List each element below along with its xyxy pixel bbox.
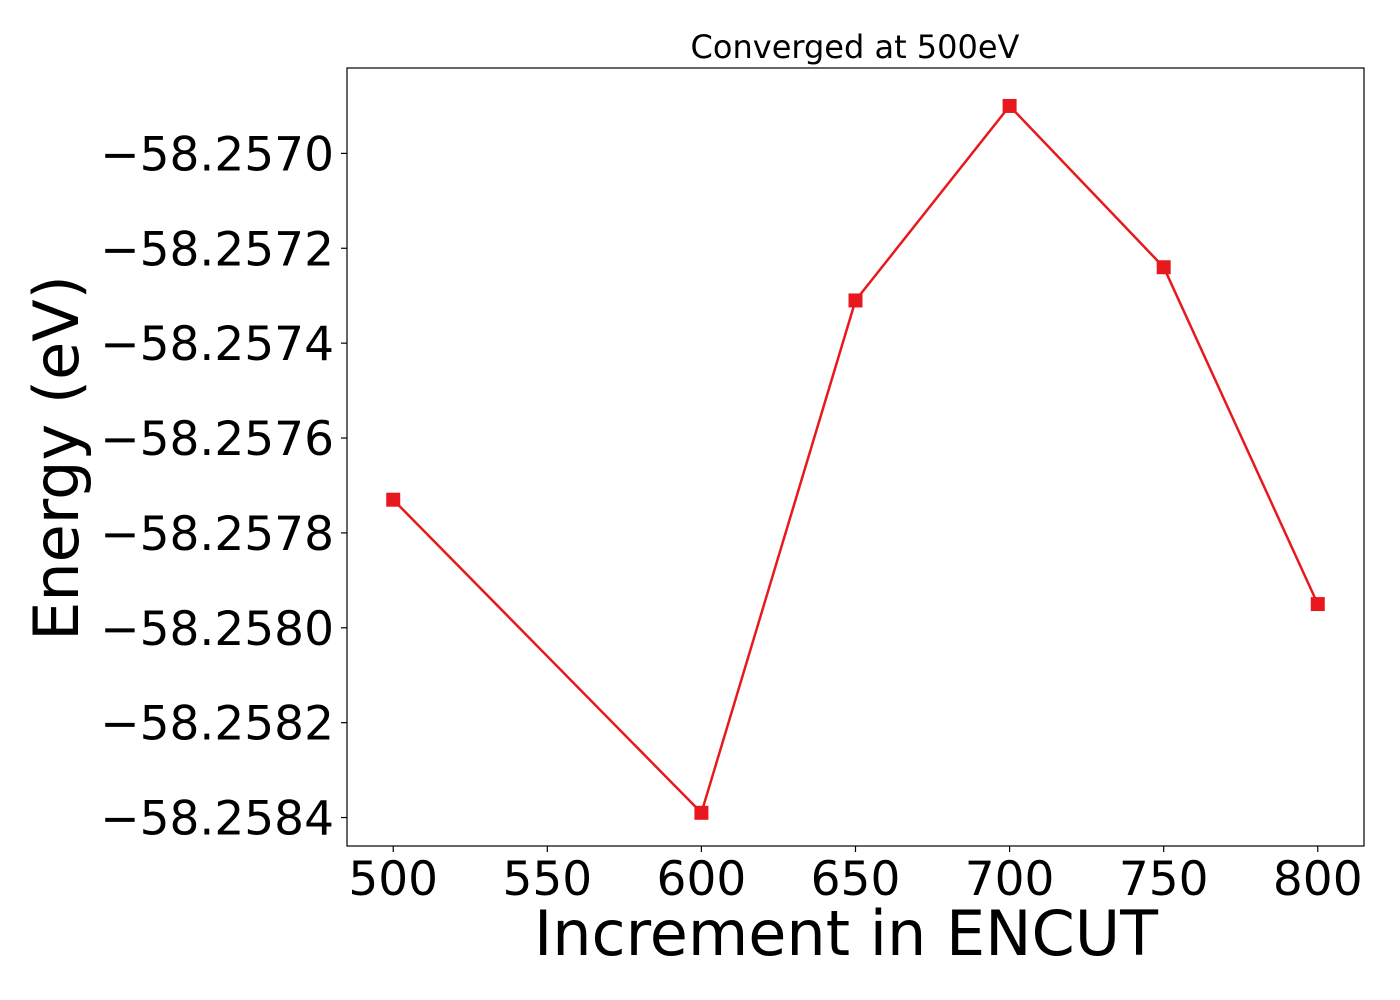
y-tick-label: −58.2580 [100,602,334,657]
series-layer [386,98,1325,820]
y-axis-label: Energy (eV) [20,275,93,641]
data-point-marker [848,293,863,308]
chart-title: Converged at 500eV [691,28,1020,66]
data-point-marker [694,805,709,820]
x-tick-label: 700 [965,852,1055,907]
y-tick-label: −58.2572 [100,222,334,277]
y-tick-label: −58.2584 [100,792,334,847]
x-tick-label: 600 [657,852,747,907]
y-axis-ticks: −58.2570 −58.2572 −58.2574 −58.2576 −58.2578… [100,127,347,847]
data-point-marker [386,492,401,507]
x-tick-label: 550 [502,852,592,907]
y-tick-label: −58.2582 [100,697,334,752]
x-tick-label: 800 [1273,852,1363,907]
x-axis-label: Increment in ENCUT [534,897,1159,970]
x-tick-label: 750 [1119,852,1209,907]
data-point-marker [1310,597,1325,612]
y-tick-label: −58.2576 [100,412,334,467]
x-axis-ticks: 500 550 600 650 700 750 800 [348,846,1363,907]
x-tick-label: 500 [348,852,438,907]
y-tick-label: −58.2570 [100,127,334,182]
data-point-marker [1002,98,1017,113]
data-point-marker [1156,260,1171,275]
y-tick-label: −58.2574 [100,317,334,372]
x-tick-label: 650 [811,852,901,907]
series-line [392,104,1319,815]
y-tick-label: −58.2578 [100,507,334,562]
